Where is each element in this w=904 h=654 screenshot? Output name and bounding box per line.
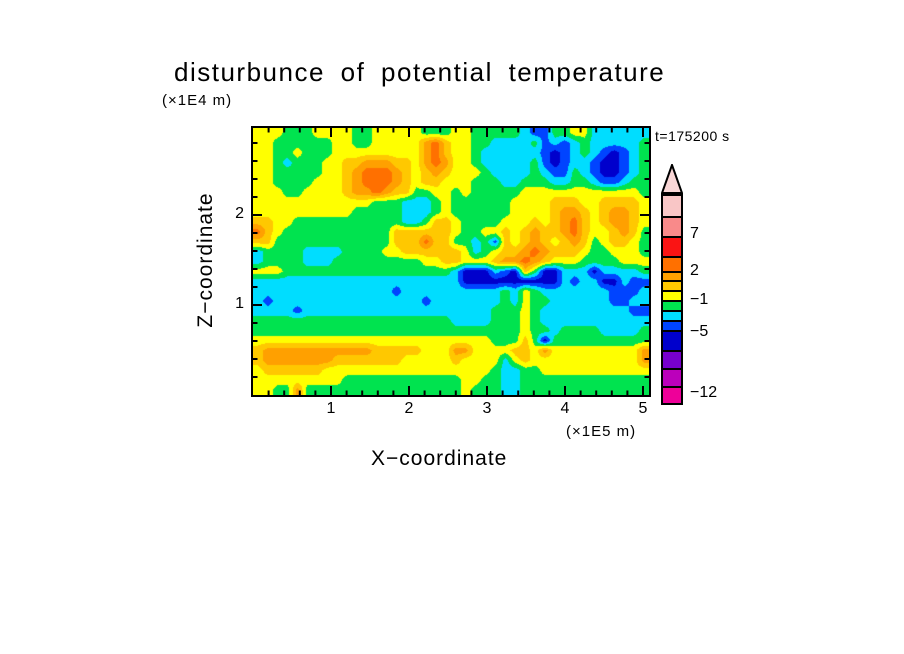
colorbar-tick-label: −5 [690,323,709,340]
colorbar-segment [663,320,681,330]
x-tick-label: 4 [560,400,570,417]
colorbar-segment [663,256,681,271]
colorbar-segment [663,236,681,256]
colorbar-segment [663,386,681,403]
x-axis-title: X−coordinate [371,447,508,470]
colorbar-segment [663,310,681,320]
colorbar-tick-label: −1 [690,291,709,308]
x-tick-label: 1 [326,400,336,417]
plot-area [251,126,651,397]
colorbar-segment [663,280,681,290]
colorbar-tick-label: 2 [690,262,699,279]
x-tick-label: 2 [404,400,414,417]
plot-title: disturbunce of potential temperature [174,57,666,87]
colorbar-segment [663,196,681,216]
y-axis-title: Z−coordinate [194,192,217,328]
colorbar-arrow [661,164,683,194]
heatmap-canvas [253,128,649,395]
colorbar-segment [663,290,681,300]
colorbar-segment [663,350,681,368]
y-axis-unit-label: (×1E4 m) [162,92,233,109]
colorbar-segment [663,368,681,386]
y-tick-label: 1 [235,295,244,312]
x-axis-unit-label: (×1E5 m) [566,423,637,440]
colorbar-segment [663,330,681,350]
colorbar-segment [663,216,681,236]
colorbar-tick-label: −12 [690,384,718,401]
colorbar-tick-label: 7 [690,225,699,242]
x-tick-label: 3 [482,400,492,417]
colorbar [661,194,683,405]
time-annotation: t=175200 s [655,128,730,144]
y-tick-label: 2 [235,205,244,222]
x-tick-label: 5 [638,400,648,417]
colorbar-segment [663,271,681,280]
colorbar-segment [663,300,681,310]
